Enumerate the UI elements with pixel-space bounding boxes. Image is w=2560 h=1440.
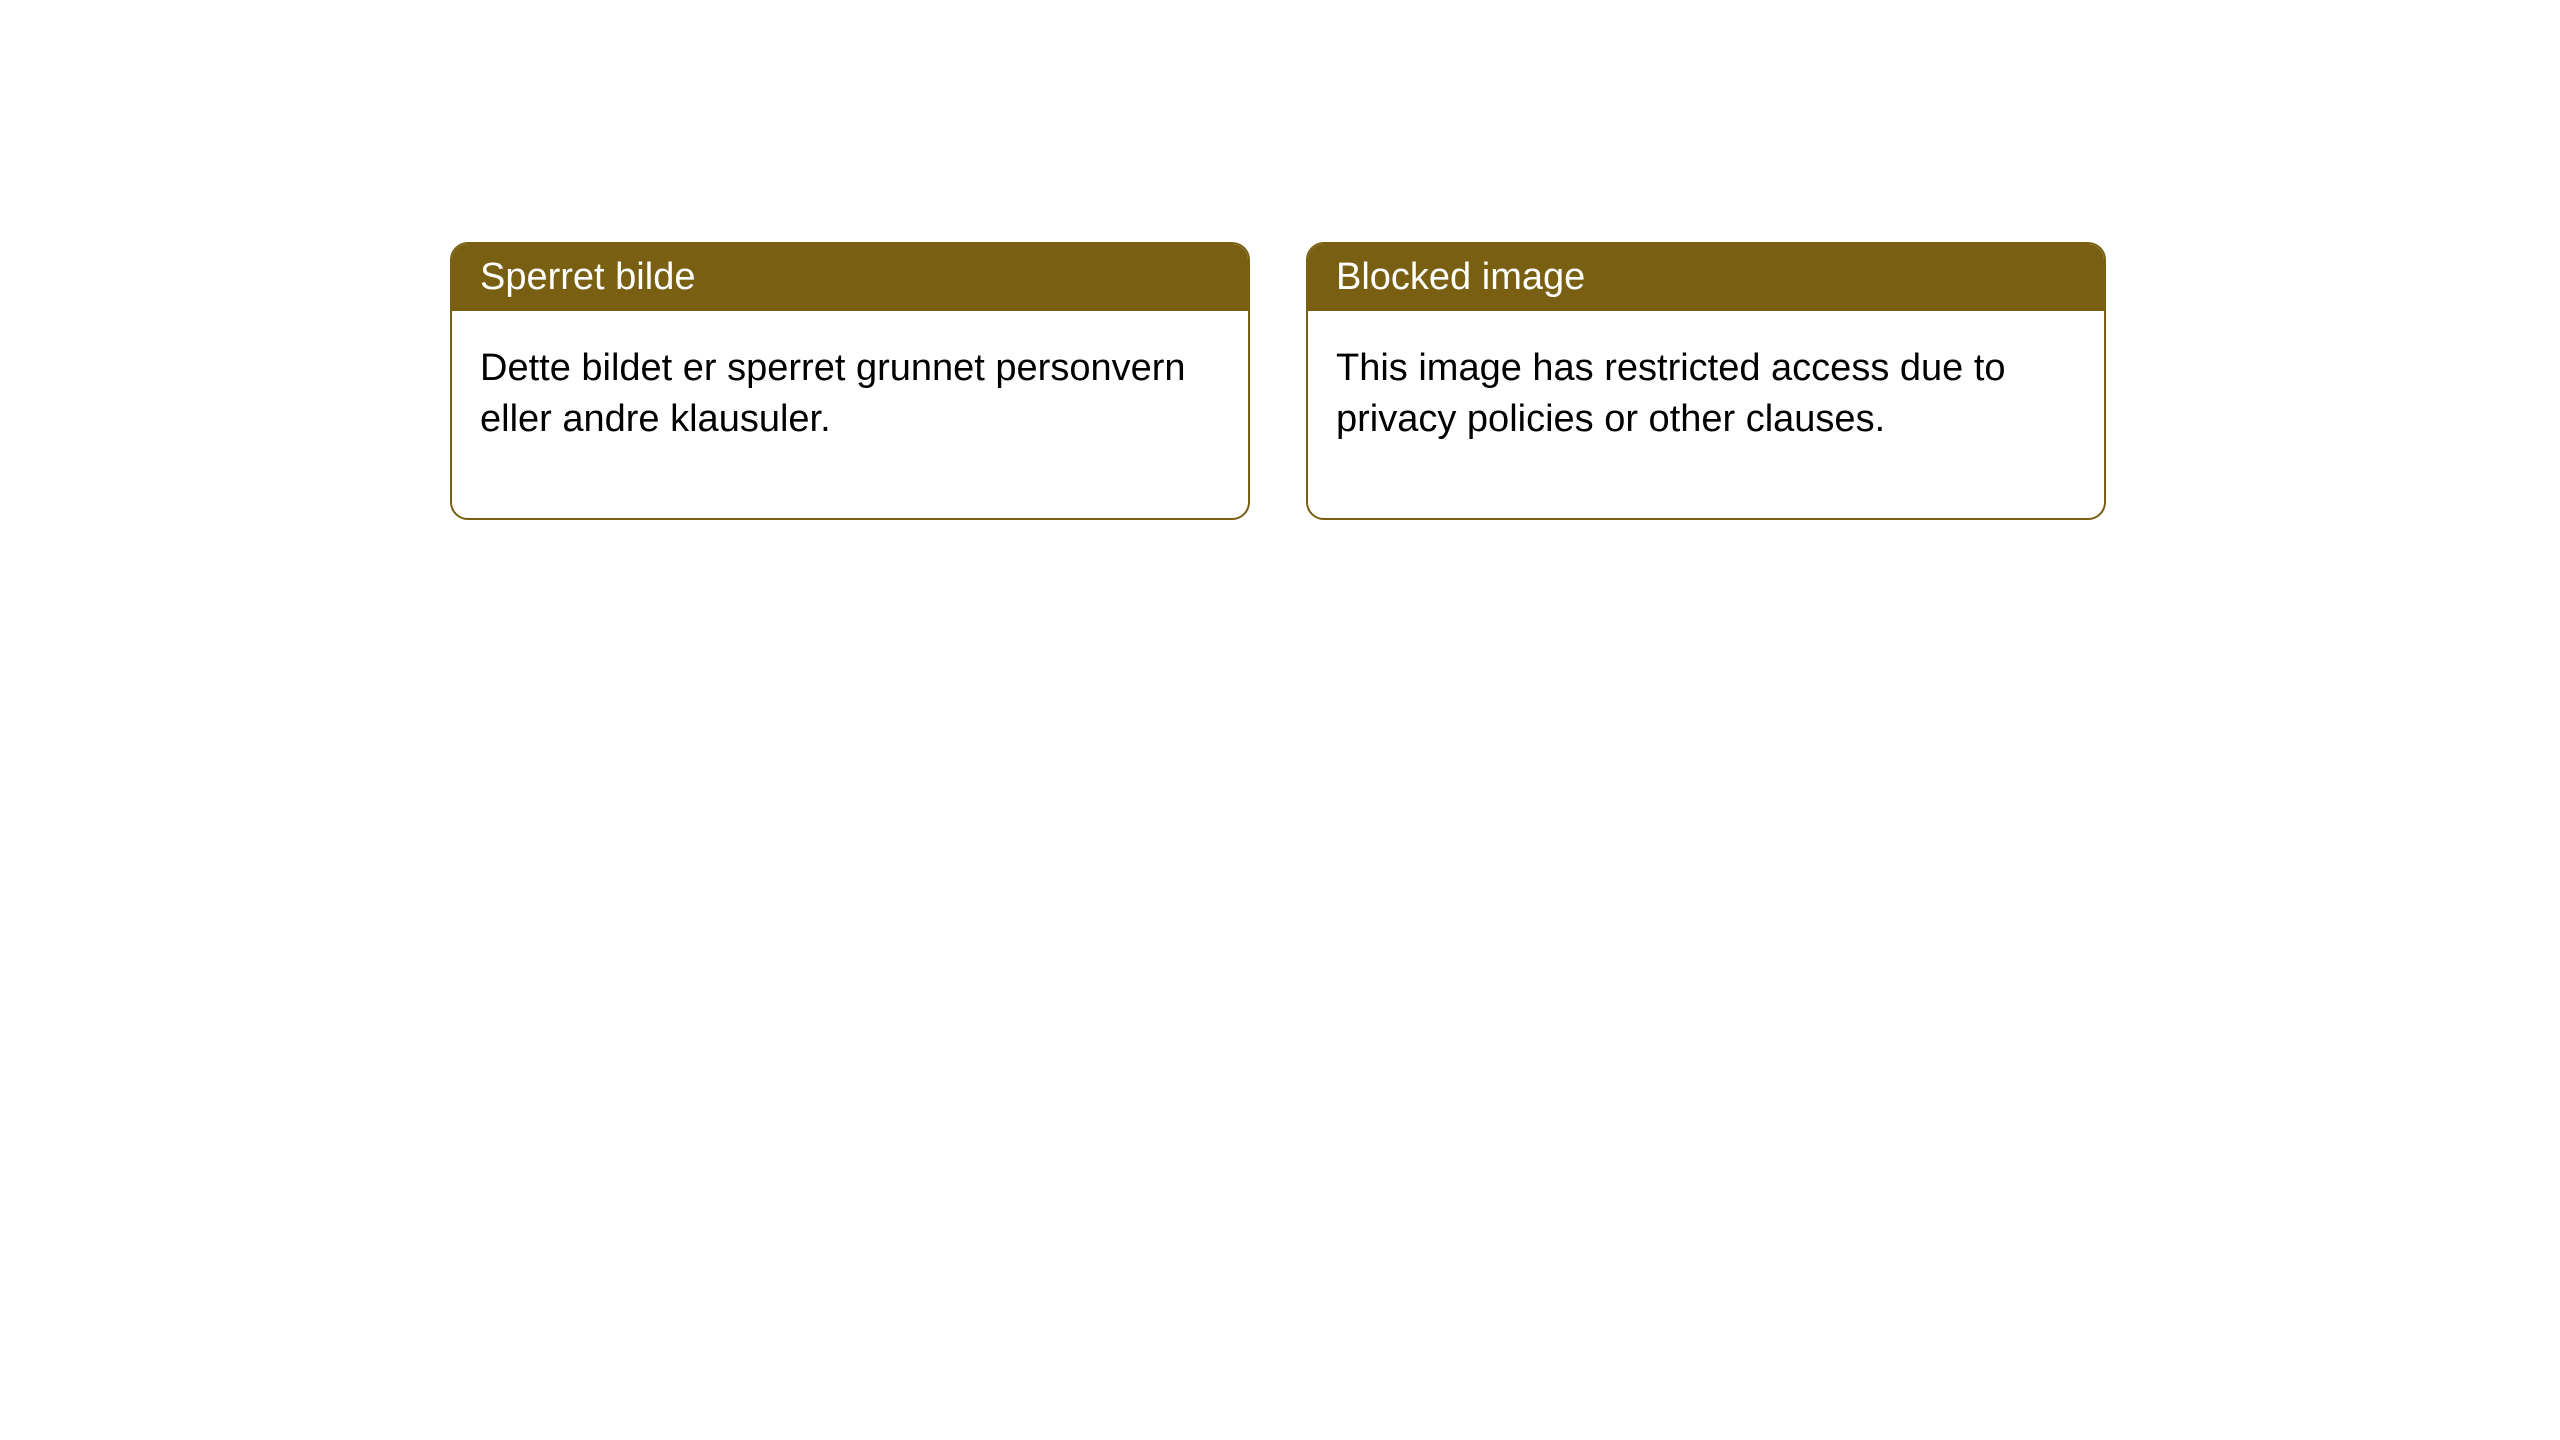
card-message: Dette bildet er sperret grunnet personve… — [480, 347, 1186, 440]
card-title: Blocked image — [1336, 256, 1585, 298]
card-header: Sperret bilde — [452, 244, 1248, 311]
notice-card-norwegian: Sperret bilde Dette bildet er sperret gr… — [450, 242, 1250, 520]
notice-card-english: Blocked image This image has restricted … — [1306, 242, 2106, 520]
blocked-image-notices: Sperret bilde Dette bildet er sperret gr… — [450, 242, 2106, 520]
card-message: This image has restricted access due to … — [1336, 347, 2006, 440]
card-body: This image has restricted access due to … — [1308, 311, 2104, 518]
card-title: Sperret bilde — [480, 256, 695, 298]
card-header: Blocked image — [1308, 244, 2104, 311]
card-body: Dette bildet er sperret grunnet personve… — [452, 311, 1248, 518]
